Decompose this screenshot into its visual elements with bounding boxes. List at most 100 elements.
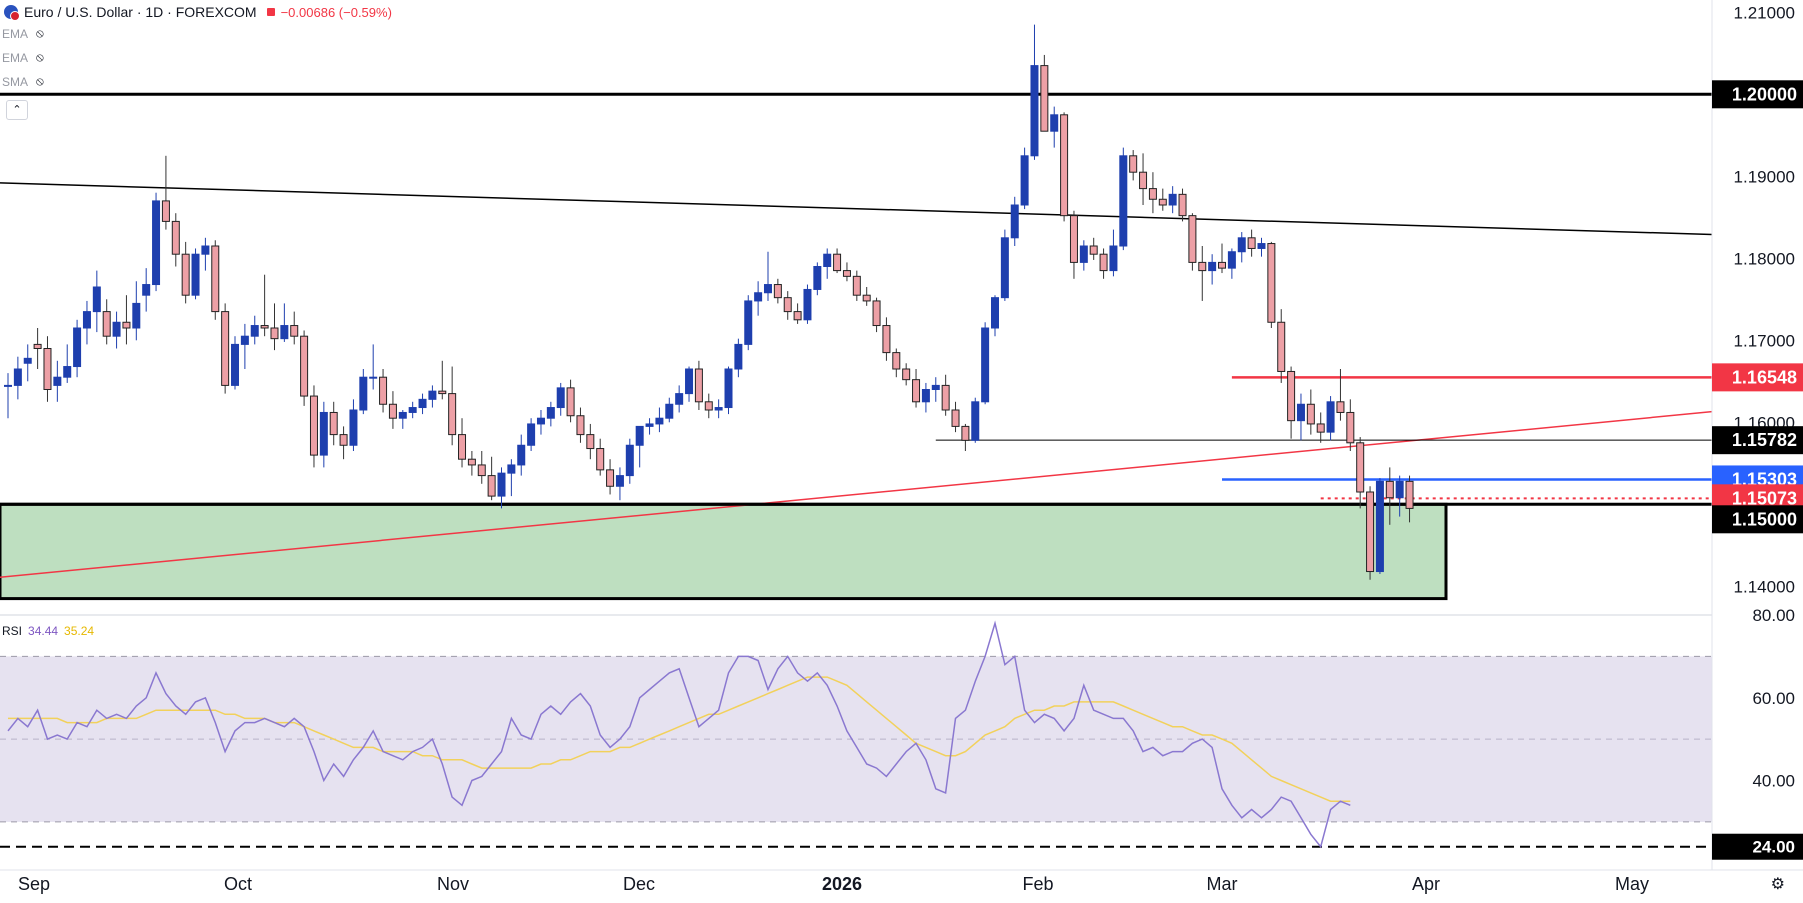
candle-body [1069,215,1078,263]
candle-body [398,411,407,419]
candle-body [1129,155,1138,173]
candle-body [132,302,141,329]
rsi-legend[interactable]: RSI 34.44 35.24 [2,624,94,638]
candle [290,311,299,345]
eye-hidden-icon[interactable]: ⦸ [36,50,44,64]
candle-body [655,417,664,425]
candle-body [862,294,871,302]
candle-body [181,253,190,296]
eye-hidden-icon[interactable]: ⦸ [36,26,44,40]
eye-hidden-icon[interactable]: ⦸ [36,74,44,88]
candle [941,374,950,416]
rsi-ma-line [8,676,1351,802]
price-level-tag [1712,363,1803,392]
candle [1079,240,1088,271]
time-tick-label: Feb [1022,874,1053,894]
candle-body [773,284,782,299]
candle [1237,232,1246,263]
candle [675,385,684,413]
candle-body [1020,155,1029,206]
candle [339,426,348,460]
candle-body [1168,193,1177,206]
candle-body [734,343,743,370]
rsi-tick-label: 60.00 [1752,689,1795,708]
candle-body [211,245,220,313]
candle [102,299,111,345]
candle [418,393,427,415]
candle-body [467,458,476,466]
candle [1030,24,1039,160]
candle [1040,54,1049,132]
candle-body [171,220,180,255]
candle-body [359,376,368,411]
candle-body [842,270,851,277]
candle-body [1237,237,1246,253]
candle-body [724,368,733,409]
candle-body [971,401,980,441]
candle-body [1257,243,1266,249]
price-level-tag-label: 1.15000 [1732,509,1797,529]
candle [231,336,240,390]
candle-body [1247,237,1256,249]
candle-body [497,472,506,497]
candle-body [1139,171,1148,190]
candle-body [329,411,338,436]
candle-body [201,245,210,255]
candle [497,467,506,509]
candle [132,281,141,341]
candle-body [1198,261,1207,272]
price-change: −0.00686 (−0.59%) [280,4,392,20]
candle-body [43,348,52,390]
candle [201,237,210,271]
candle [1375,478,1384,574]
candle-body [1277,321,1286,372]
rsi-ma-value: 35.24 [64,624,95,638]
candle-body [981,327,990,403]
candle [665,397,674,423]
candle [477,451,486,484]
candle-body [23,357,32,364]
candle-body [339,434,348,446]
candle [448,366,457,446]
candle-body [1000,237,1009,299]
candle [300,330,309,406]
indicator-label: EMA [2,26,29,41]
chart-settings-icon[interactable]: ⚙ [1770,876,1785,893]
candle-body [260,325,269,329]
candle [388,391,397,429]
candle [152,192,161,292]
indicator-ema-2[interactable]: EMA ⦸ [2,50,44,65]
rising-trendline [0,410,1713,579]
candle [1010,196,1019,246]
candle [211,240,220,320]
candle [734,338,743,378]
price-level-tag [1712,426,1803,455]
candle-body [1060,114,1069,217]
candle-body [941,384,950,411]
candle [773,278,782,304]
candle [23,344,32,382]
candle-body [507,464,516,474]
price-level-tag-label: 1.16548 [1732,367,1797,387]
indicator-sma[interactable]: SMA ⦸ [2,74,44,89]
candle [536,410,545,435]
candle [1069,210,1078,279]
candle [467,451,476,476]
candle [1395,475,1404,517]
symbol-header[interactable]: Euro / U.S. Dollar · 1D · FOREXCOM −0.00… [4,2,392,22]
candle-body [63,366,72,378]
rsi-band-fill [0,656,1712,822]
candle-body [635,425,644,446]
candle-body [231,343,240,386]
rsi-tick-label: 80.00 [1752,606,1795,625]
candle-body [112,321,121,337]
collapse-legend-button[interactable]: ⌃ [6,100,28,120]
candle [596,438,605,476]
price-level-tag-label: 1.15073 [1732,488,1797,508]
candle [507,459,516,497]
indicator-ema-1[interactable]: EMA ⦸ [2,26,44,41]
candle-body [142,284,151,296]
candle-body [1296,403,1305,422]
candle [576,407,585,443]
